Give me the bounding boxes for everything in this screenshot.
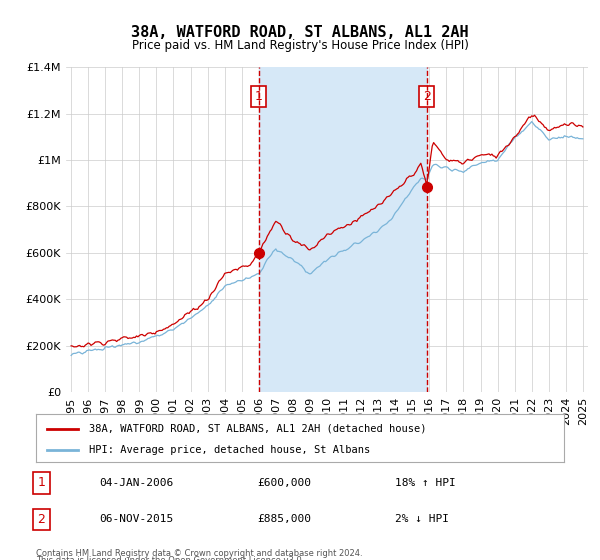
Text: 2% ↓ HPI: 2% ↓ HPI	[395, 515, 449, 524]
Text: 38A, WATFORD ROAD, ST ALBANS, AL1 2AH: 38A, WATFORD ROAD, ST ALBANS, AL1 2AH	[131, 25, 469, 40]
Text: HPI: Average price, detached house, St Albans: HPI: Average price, detached house, St A…	[89, 445, 370, 455]
Text: 04-JAN-2006: 04-JAN-2006	[100, 478, 173, 488]
Text: 1: 1	[37, 477, 45, 489]
Text: £885,000: £885,000	[258, 515, 312, 524]
Text: This data is licensed under the Open Government Licence v3.0.: This data is licensed under the Open Gov…	[36, 556, 304, 560]
Text: 2: 2	[423, 90, 431, 103]
Text: 06-NOV-2015: 06-NOV-2015	[100, 515, 173, 524]
Text: £600,000: £600,000	[258, 478, 312, 488]
Bar	[259, 67, 427, 392]
Text: 2: 2	[37, 513, 45, 526]
Text: Contains HM Land Registry data © Crown copyright and database right 2024.: Contains HM Land Registry data © Crown c…	[36, 549, 362, 558]
Text: 1: 1	[255, 90, 263, 103]
Text: Price paid vs. HM Land Registry's House Price Index (HPI): Price paid vs. HM Land Registry's House …	[131, 39, 469, 52]
Text: 38A, WATFORD ROAD, ST ALBANS, AL1 2AH (detached house): 38A, WATFORD ROAD, ST ALBANS, AL1 2AH (d…	[89, 424, 426, 433]
Text: 18% ↑ HPI: 18% ↑ HPI	[395, 478, 456, 488]
